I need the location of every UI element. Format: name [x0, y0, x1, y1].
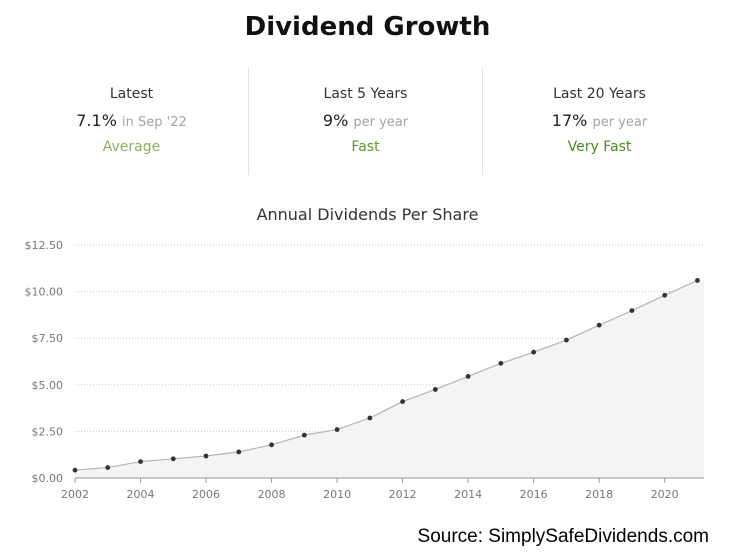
area-fill [75, 280, 704, 478]
data-point [498, 360, 504, 366]
stat-last-20-years: Last 20 Years 17% per year Very Fast [482, 67, 716, 175]
stat-label: Last 20 Years [553, 86, 646, 102]
stats-panel: Latest 7.1% in Sep '22 Average Last 5 Ye… [15, 67, 715, 175]
source-credit: Source: SimplySafeDividends.com [417, 526, 709, 547]
stat-value-row: 17% per year [483, 111, 716, 130]
y-tick-label: $12.50 [25, 239, 64, 252]
x-tick-label: 2020 [651, 488, 679, 501]
y-tick-label: $2.50 [32, 425, 64, 438]
x-tick-label: 2012 [389, 488, 417, 501]
data-point [105, 465, 111, 470]
x-tick-label: 2010 [323, 488, 351, 501]
chart-title: Annual Dividends Per Share [256, 205, 479, 224]
x-tick-label: 2006 [192, 488, 220, 501]
data-point [629, 308, 635, 314]
data-point [662, 292, 668, 298]
stat-label: Latest [109, 86, 154, 102]
data-point [400, 399, 406, 404]
y-tick-label: $10.00 [25, 286, 64, 299]
stat-suffix: per year [353, 115, 409, 130]
y-tick-label: $7.50 [32, 332, 64, 345]
x-tick-label: 2002 [61, 488, 89, 501]
series-line [74, 279, 698, 471]
data-point [596, 322, 602, 328]
x-tick-label: 2008 [258, 488, 286, 501]
stat-value-row: 9% per year [249, 111, 482, 130]
x-tick-label: 2016 [520, 488, 548, 501]
data-point [72, 467, 78, 473]
stat-value: 7.1% [76, 111, 117, 130]
y-tick-label: $0.00 [32, 472, 64, 485]
data-point [334, 427, 340, 432]
y-tick-label: $5.00 [32, 379, 64, 392]
stat-value: 9% [322, 111, 349, 130]
x-tick-label: 2004 [127, 488, 155, 501]
x-tick-label: 2018 [585, 488, 613, 501]
stat-rating: Average [102, 139, 161, 155]
data-point [138, 459, 143, 464]
stat-value-row: 7.1% in Sep '22 [15, 111, 248, 130]
data-point [432, 387, 438, 392]
data-point [465, 374, 471, 379]
data-point [269, 442, 274, 448]
stat-last-5-years: Last 5 Years 9% per year Fast [248, 67, 482, 175]
stat-suffix: in Sep '22 [122, 115, 187, 130]
stat-label: Last 5 Years [323, 86, 408, 102]
data-point [301, 432, 307, 438]
data-point [367, 415, 373, 421]
page-title: Dividend Growth [244, 12, 491, 42]
stat-value: 17% [551, 111, 588, 130]
data-point [170, 456, 176, 462]
data-point [695, 278, 700, 283]
stat-suffix: per year [592, 115, 648, 130]
stat-latest: Latest 7.1% in Sep '22 Average [15, 67, 248, 175]
data-point [564, 337, 569, 343]
stat-rating: Very Fast [567, 139, 632, 155]
stat-rating: Fast [351, 139, 380, 155]
data-point [236, 449, 242, 455]
x-tick-label: 2014 [454, 488, 482, 501]
data-point [531, 349, 537, 355]
data-point [203, 453, 209, 459]
